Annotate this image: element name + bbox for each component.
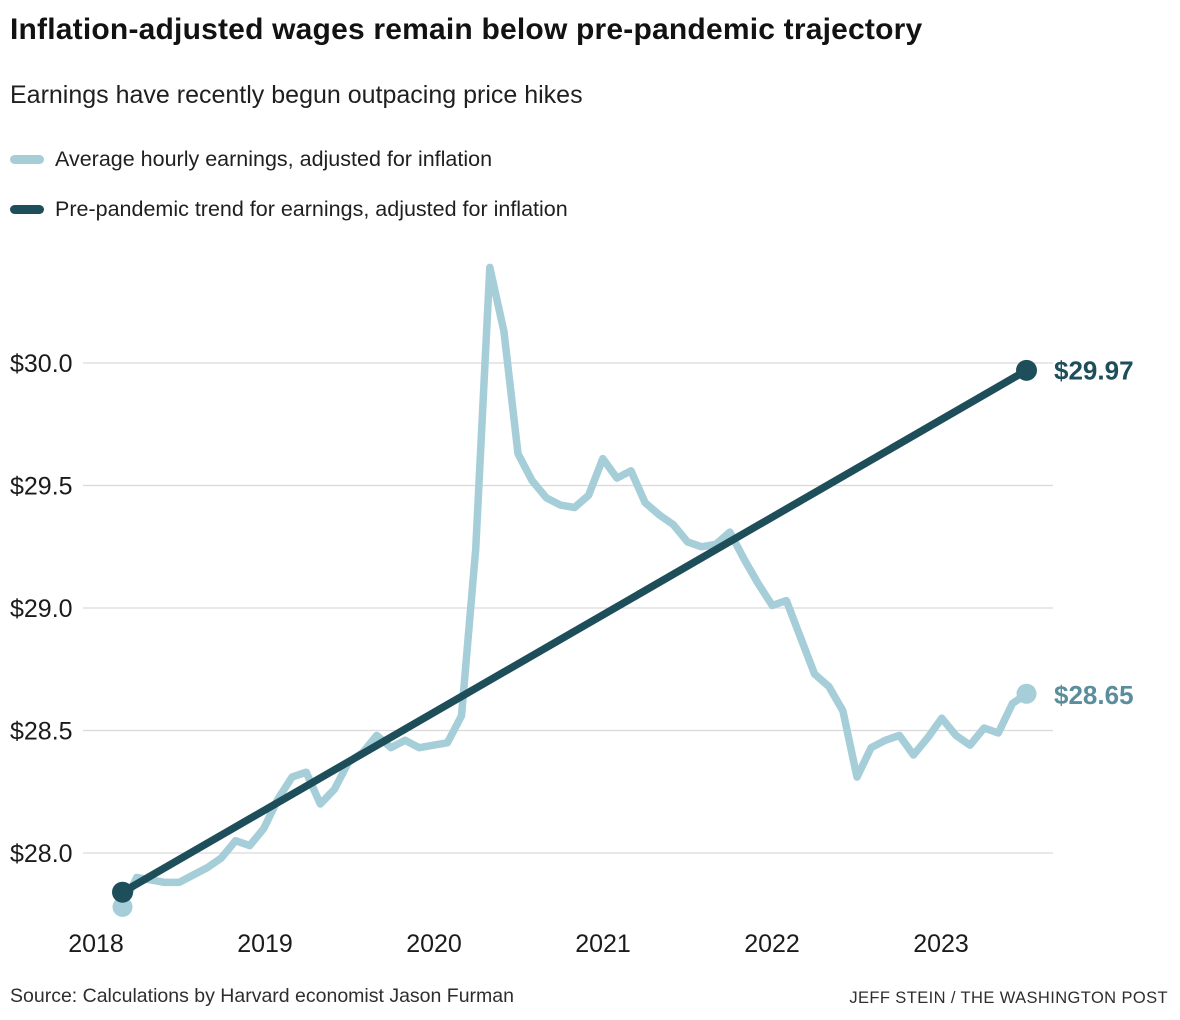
wage-series-swatch	[10, 154, 44, 164]
wage-value-label: $28.65	[1054, 680, 1134, 710]
credit: JEFF STEIN / THE WASHINGTON POST	[849, 989, 1168, 1007]
x-axis-label: 2021	[575, 930, 631, 958]
chart-subtitle: Earnings have recently begun outpacing p…	[10, 81, 583, 109]
x-axis-label: 2019	[237, 930, 293, 958]
wage-end-dot	[1016, 683, 1037, 704]
y-axis-label: $29.0	[10, 595, 73, 623]
legend-item-wage: Average hourly earnings, adjusted for in…	[10, 145, 568, 173]
wage-series-label: Average hourly earnings, adjusted for in…	[55, 146, 493, 171]
y-axis-label: $29.5	[10, 473, 73, 501]
trend-value-label: $29.97	[1054, 355, 1134, 385]
trend-end-dot	[1016, 359, 1038, 381]
legend-item-trend: Pre-pandemic trend for earnings, adjuste…	[10, 195, 568, 223]
y-axis-label: $28.0	[10, 840, 73, 868]
x-axis-label: 2022	[744, 930, 800, 958]
trend-line	[118, 366, 1031, 896]
chart-title: Inflation-adjusted wages remain below pr…	[10, 13, 923, 46]
x-axis-label: 2023	[913, 930, 969, 958]
source-note: Source: Calculations by Harvard economis…	[10, 985, 514, 1007]
y-axis-label: $28.5	[10, 718, 73, 746]
trend-start-dot	[112, 881, 134, 903]
x-axis-label: 2018	[68, 930, 124, 958]
trend-series-label: Pre-pandemic trend for earnings, adjuste…	[55, 196, 568, 221]
y-axis-label: $30.0	[10, 350, 73, 378]
trend-series-swatch	[10, 204, 44, 214]
legend: Average hourly earnings, adjusted for in…	[10, 145, 568, 245]
wage-start-dot	[112, 896, 133, 917]
x-axis-label: 2020	[406, 930, 462, 958]
